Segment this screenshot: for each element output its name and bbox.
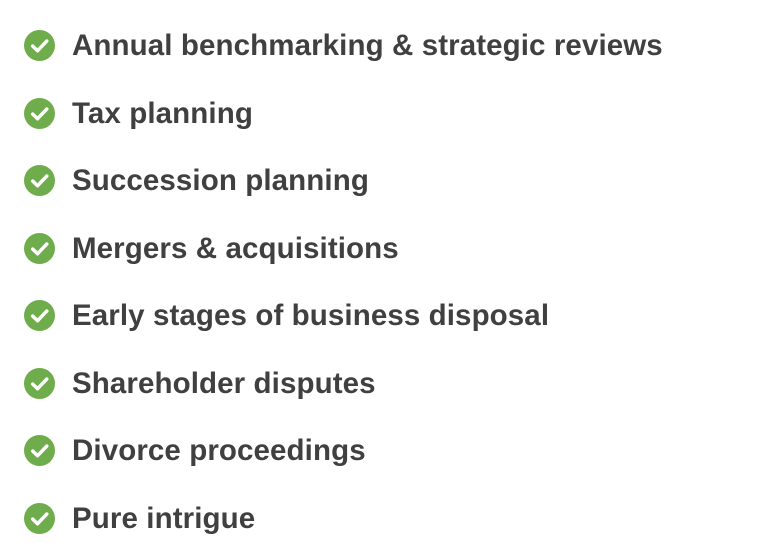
list-item: Early stages of business disposal <box>24 282 754 350</box>
check-circle-icon <box>24 98 55 129</box>
list-item-label: Divorce proceedings <box>72 436 366 466</box>
list-item: Mergers & acquisitions <box>24 215 754 283</box>
check-circle-icon <box>24 233 55 264</box>
list-item: Tax planning <box>24 80 754 148</box>
list-item: Succession planning <box>24 147 754 215</box>
list-item: Pure intrigue <box>24 485 754 552</box>
list-item-label: Succession planning <box>72 166 369 196</box>
list-item-label: Shareholder disputes <box>72 369 376 399</box>
list-item: Annual benchmarking & strategic reviews <box>24 12 754 80</box>
check-circle-icon <box>24 165 55 196</box>
check-circle-icon <box>24 368 55 399</box>
service-checklist: Annual benchmarking & strategic reviews … <box>24 12 754 552</box>
check-circle-icon <box>24 435 55 466</box>
list-item-label: Mergers & acquisitions <box>72 234 399 264</box>
list-item: Divorce proceedings <box>24 417 754 485</box>
check-circle-icon <box>24 30 55 61</box>
list-item: Shareholder disputes <box>24 350 754 418</box>
check-circle-icon <box>24 300 55 331</box>
list-item-label: Pure intrigue <box>72 504 255 534</box>
list-item-label: Annual benchmarking & strategic reviews <box>72 31 663 61</box>
list-item-label: Early stages of business disposal <box>72 301 549 331</box>
check-circle-icon <box>24 503 55 534</box>
list-item-label: Tax planning <box>72 99 253 129</box>
